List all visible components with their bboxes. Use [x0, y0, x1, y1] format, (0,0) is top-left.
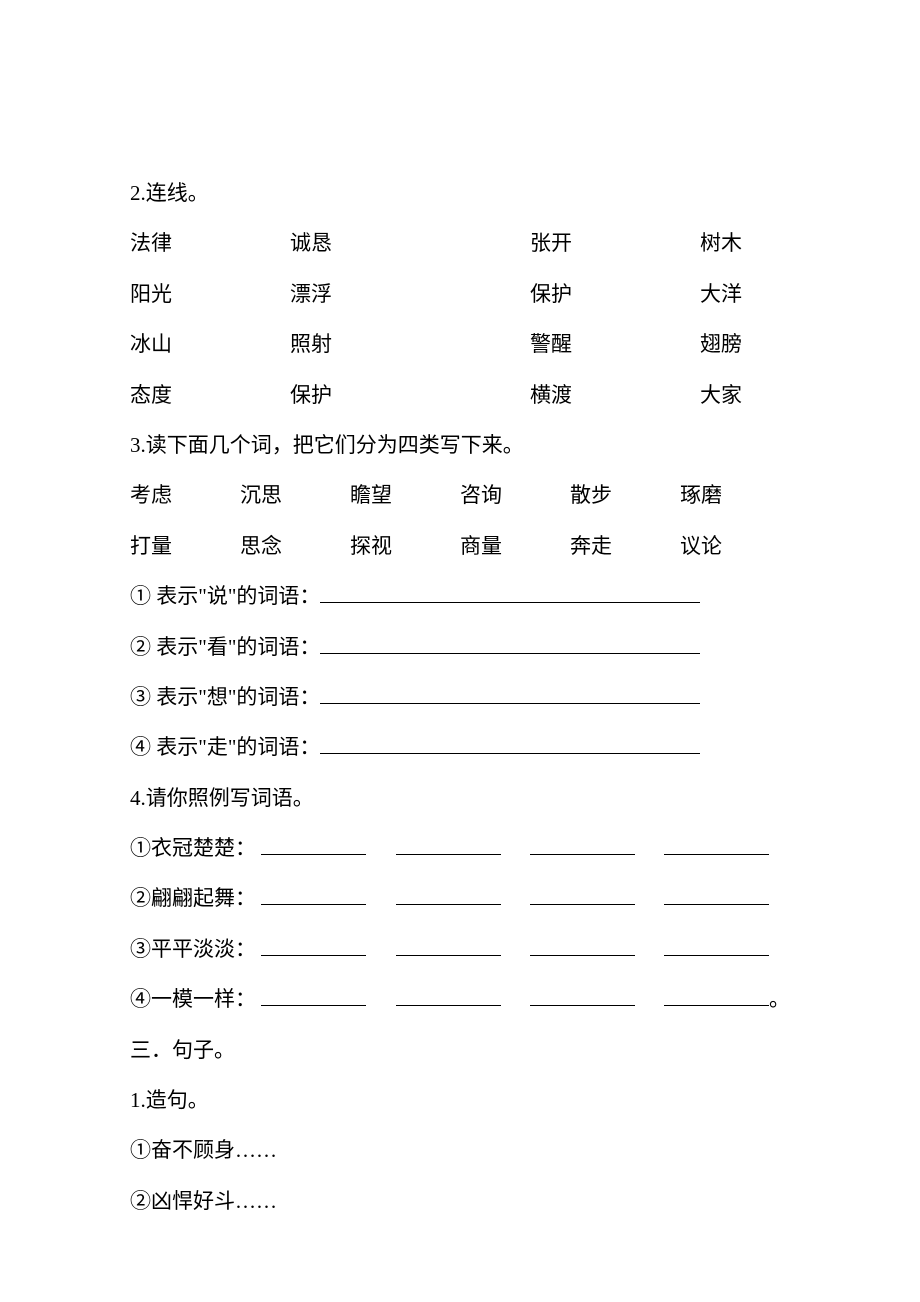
s3-sub1: 1.造句。 — [130, 1075, 794, 1125]
match-row: 冰山 照射 警醒 翅膀 — [130, 319, 794, 369]
blank-line[interactable] — [261, 954, 366, 956]
q4-item-label: ③平平淡淡： — [130, 937, 256, 961]
blank-line[interactable] — [664, 903, 769, 905]
blank-line[interactable] — [396, 1004, 501, 1006]
match-cell: 树木 — [700, 218, 794, 268]
match-cell: 保护 — [290, 370, 530, 420]
q4-item: ①衣冠楚楚： — [130, 823, 794, 873]
q4-item-label: ②翩翩起舞： — [130, 886, 256, 910]
q4-item: ③平平淡淡： — [130, 924, 794, 974]
word-cell: 思念 — [240, 521, 350, 571]
blank-line[interactable] — [664, 853, 769, 855]
q4-item-label: ④一模一样： — [130, 987, 256, 1011]
match-row: 态度 保护 横渡 大家 — [130, 370, 794, 420]
match-cell: 态度 — [130, 370, 290, 420]
word-cell: 打量 — [130, 521, 240, 571]
blank-line[interactable] — [320, 601, 700, 603]
blank-line[interactable] — [261, 853, 366, 855]
word-row: 考虑 沉思 瞻望 咨询 散步 琢磨 — [130, 470, 794, 520]
word-cell: 探视 — [350, 521, 460, 571]
word-cell: 沉思 — [240, 470, 350, 520]
match-cell: 照射 — [290, 319, 530, 369]
s3-item: ①奋不顾身…… — [130, 1125, 794, 1175]
q2-title: 2.连线。 — [130, 168, 794, 218]
q3-category-label: ① 表示"说"的词语： — [130, 584, 320, 608]
blank-line[interactable] — [530, 853, 635, 855]
blank-line[interactable] — [396, 954, 501, 956]
match-row: 法律 诚恳 张开 树木 — [130, 218, 794, 268]
match-cell: 漂浮 — [290, 269, 530, 319]
section3-heading: 三．句子。 — [130, 1025, 794, 1075]
match-cell: 诚恳 — [290, 218, 530, 268]
s3-item: ②凶悍好斗…… — [130, 1176, 794, 1226]
word-cell: 琢磨 — [680, 470, 794, 520]
blank-line[interactable] — [261, 1004, 366, 1006]
match-cell: 张开 — [530, 218, 700, 268]
match-cell: 阳光 — [130, 269, 290, 319]
match-cell: 法律 — [130, 218, 290, 268]
match-cell: 横渡 — [530, 370, 700, 420]
word-cell: 议论 — [680, 521, 794, 571]
word-cell: 考虑 — [130, 470, 240, 520]
blank-line[interactable] — [261, 903, 366, 905]
match-row: 阳光 漂浮 保护 大洋 — [130, 269, 794, 319]
blank-line[interactable] — [664, 954, 769, 956]
match-cell: 冰山 — [130, 319, 290, 369]
blank-line[interactable] — [530, 954, 635, 956]
match-cell: 翅膀 — [700, 319, 794, 369]
blank-line[interactable] — [396, 903, 501, 905]
q3-category: ④ 表示"走"的词语： — [130, 722, 794, 772]
blank-line[interactable] — [320, 752, 700, 754]
q3-category: ② 表示"看"的词语： — [130, 622, 794, 672]
word-cell: 咨询 — [460, 470, 570, 520]
period: 。 — [769, 987, 790, 1011]
blank-line[interactable] — [664, 1004, 769, 1006]
q4-title: 4.请你照例写词语。 — [130, 773, 794, 823]
blank-line[interactable] — [320, 702, 700, 704]
word-row: 打量 思念 探视 商量 奔走 议论 — [130, 521, 794, 571]
q4-item: ②翩翩起舞： — [130, 873, 794, 923]
blank-line[interactable] — [530, 1004, 635, 1006]
match-cell: 大洋 — [700, 269, 794, 319]
match-cell: 警醒 — [530, 319, 700, 369]
q3-category-label: ② 表示"看"的词语： — [130, 635, 320, 659]
match-cell: 大家 — [700, 370, 794, 420]
word-cell: 商量 — [460, 521, 570, 571]
q3-category-label: ③ 表示"想"的词语： — [130, 685, 320, 709]
q4-item: ④一模一样： 。 — [130, 974, 794, 1024]
q3-category-label: ④ 表示"走"的词语： — [130, 735, 320, 759]
blank-line[interactable] — [320, 651, 700, 653]
word-cell: 奔走 — [570, 521, 680, 571]
blank-line[interactable] — [530, 903, 635, 905]
word-cell: 散步 — [570, 470, 680, 520]
blank-line[interactable] — [396, 853, 501, 855]
match-cell: 保护 — [530, 269, 700, 319]
q4-item-label: ①衣冠楚楚： — [130, 836, 256, 860]
q3-category: ① 表示"说"的词语： — [130, 571, 794, 621]
word-cell: 瞻望 — [350, 470, 460, 520]
q3-category: ③ 表示"想"的词语： — [130, 672, 794, 722]
q3-title: 3.读下面几个词，把它们分为四类写下来。 — [130, 420, 794, 470]
